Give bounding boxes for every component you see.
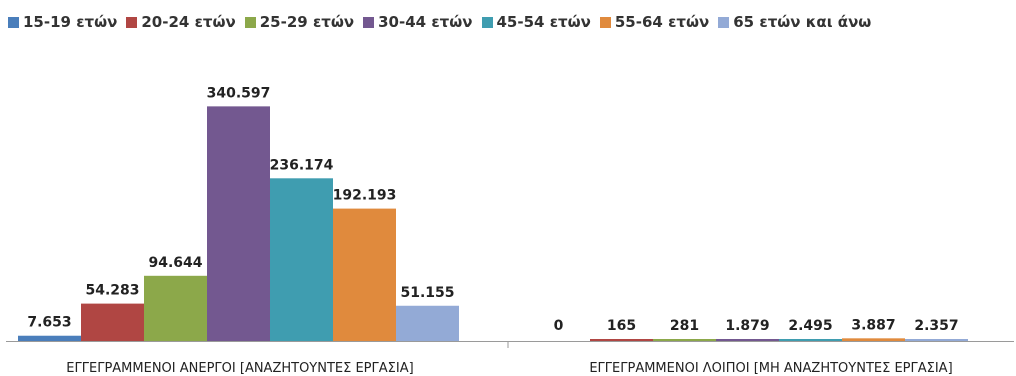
data-label: 236.174: [270, 157, 334, 173]
legend-item: 20-24 ετών: [126, 13, 236, 31]
legend-label: 30-44 ετών: [378, 13, 473, 31]
bar: [396, 305, 459, 341]
legend-item: 15-19 ετών: [8, 13, 117, 31]
data-label: 7.653: [27, 315, 71, 331]
legend-swatch: [126, 16, 138, 28]
bar: [81, 303, 144, 341]
legend-label: 55-64 ετών: [614, 13, 710, 31]
bar: [18, 335, 81, 341]
bar: [207, 106, 270, 341]
data-label: 0: [554, 318, 564, 334]
data-label: 2.357: [914, 318, 958, 334]
data-label: 281: [670, 318, 699, 334]
data-label: 340.597: [207, 85, 271, 101]
data-label: 94.644: [148, 255, 202, 271]
category-label: ΕΓΓΕΓΡΑΜΜΕΝΟΙ ΛΟΙΠΟΙ [ΜΗ ΑΝΑΖΗΤΟΥΝΤΕΣ ΕΡ…: [589, 361, 952, 376]
data-label: 192.193: [333, 188, 397, 204]
legend-swatch: [718, 16, 730, 28]
legend: 15-19 ετών 20-24 ετών 25-29 ετών 30-44 ετών…: [8, 10, 880, 34]
bar: [333, 208, 396, 341]
data-label: 54.283: [85, 283, 139, 299]
bar: [905, 339, 968, 341]
data-label: 51.155: [400, 285, 454, 301]
legend-label: 20-24 ετών: [141, 13, 236, 31]
bar: [779, 339, 842, 341]
category-label: ΕΓΓΕΓΡΑΜΜΕΝΟΙ ΑΝΕΡΓΟΙ [ΑΝΑΖΗΤΟΥΝΤΕΣ ΕΡΓΑ…: [66, 361, 413, 376]
bar: [590, 339, 653, 341]
data-label: 1.879: [725, 318, 769, 334]
legend-label: 15-19 ετών: [23, 13, 118, 31]
legend-item: 55-64 ετών: [599, 13, 710, 31]
bar: [653, 339, 716, 341]
data-label: 165: [607, 318, 636, 334]
legend-swatch: [599, 16, 611, 28]
bar: [144, 275, 207, 341]
legend-item: 65 ετών και άνω: [718, 13, 871, 31]
data-label: 3.887: [851, 317, 895, 333]
data-label: 2.495: [788, 318, 832, 334]
bar: [270, 178, 333, 341]
legend-item: 30-44 ετών: [363, 13, 473, 31]
legend-swatch: [481, 16, 493, 28]
legend-item: 45-54 ετών: [481, 13, 591, 31]
legend-label: 65 ετών και άνω: [733, 13, 872, 31]
legend-swatch: [363, 16, 375, 28]
legend-label: 25-29 ετών: [259, 13, 355, 31]
bar: [842, 338, 905, 341]
bar: [716, 339, 779, 341]
legend-label: 45-54 ετών: [496, 13, 591, 31]
legend-swatch: [244, 16, 256, 28]
legend-item: 25-29 ετών: [244, 13, 355, 31]
legend-swatch: [8, 16, 19, 28]
